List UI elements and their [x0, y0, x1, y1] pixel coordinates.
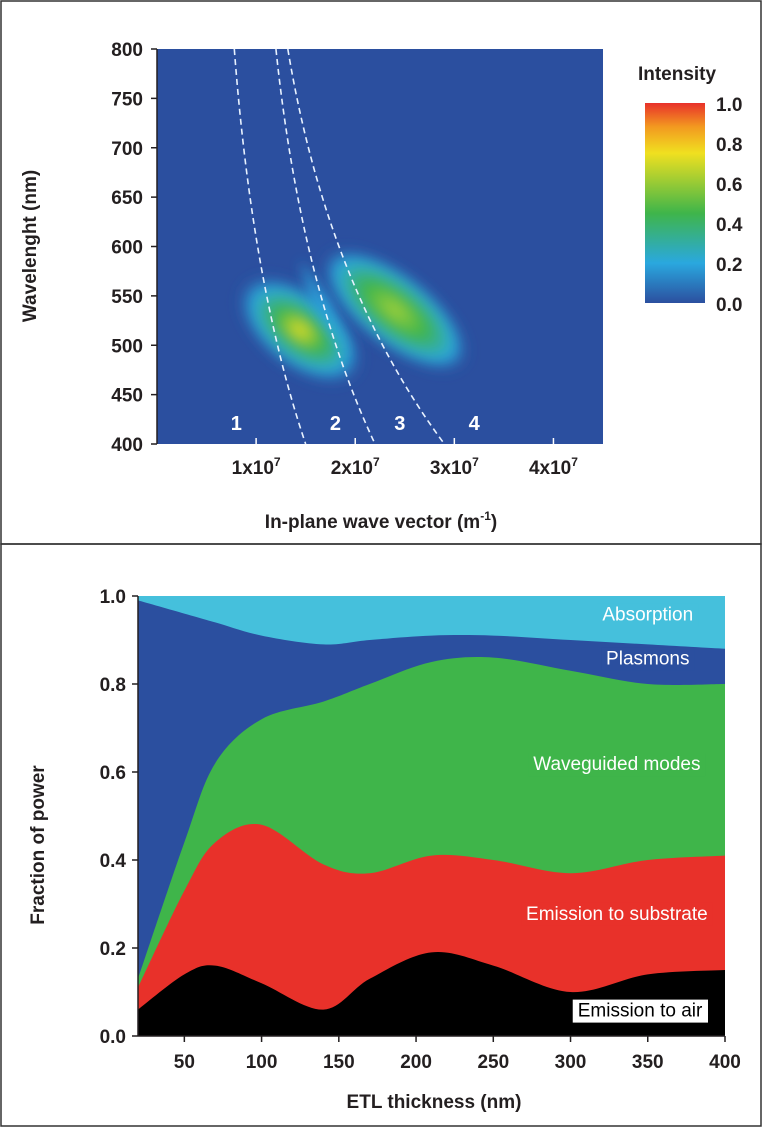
annotation-label: Emission to substrate	[526, 904, 708, 925]
area-x-tick-label: 150	[323, 1052, 355, 1073]
colorbar-tick-label: 0.4	[716, 215, 743, 236]
area-y-tick-label: 0.6	[100, 763, 126, 784]
heatmap-background	[157, 49, 603, 444]
heatmap-y-tick-label: 600	[111, 238, 143, 259]
colorbar-title: Intensity	[638, 64, 717, 85]
area-annotations: Absorption Plasmons Waveguided modes Emissi…	[521, 603, 713, 1023]
heatmap-x-tick-label: 3x107	[430, 455, 479, 479]
heatmap-axes: 400 450 500 550 600 650 700 750 800 1x107 2x107 3x1…	[111, 40, 578, 479]
annotation-label: Emission to air	[578, 1001, 703, 1022]
heatmap-y-axis-label: Wavelenght (nm)	[20, 170, 41, 322]
heatmap-x-tick-label: 4x107	[529, 455, 578, 479]
region-label: 3	[394, 413, 405, 435]
annotation-label: Absorption	[602, 605, 693, 626]
dispersion-line	[233, 48, 307, 445]
colorbar-ticks: 0.0 0.2 0.4 0.6 0.8 1.0	[716, 95, 743, 316]
area-y-tick-label: 0.4	[100, 851, 127, 872]
bottom-panel-frame	[0, 543, 762, 1127]
area-emission-to-substrate	[138, 824, 725, 1036]
dispersion-line	[275, 48, 376, 445]
heatmap-y-tick-label: 550	[111, 287, 143, 308]
heatmap-y-tick-label: 800	[111, 40, 143, 61]
annotation-background	[597, 603, 699, 627]
dispersion-lines	[233, 48, 446, 445]
area-x-tick-label: 350	[632, 1052, 664, 1073]
area-axes: 0.0 0.2 0.4 0.6 0.8 1.0 50 100 150 200 250 300 350 40…	[100, 587, 741, 1073]
heatmap-x-tick-label: 1x107	[232, 455, 281, 479]
annotation-emission-to-substrate: Emission to substrate	[521, 902, 713, 926]
intensity-blob-upper	[320, 247, 470, 373]
annotation-plasmons: Plasmons	[601, 647, 695, 671]
annotation-background	[521, 902, 713, 926]
annotation-background	[601, 647, 695, 671]
area-x-tick-label: 250	[477, 1052, 509, 1073]
annotation-background	[528, 753, 706, 777]
heatmap-y-tick-label: 700	[111, 139, 143, 160]
heatmap-y-tick-label: 500	[111, 336, 143, 357]
annotation-absorption: Absorption	[597, 603, 699, 627]
heatmap-x-tick-label: 2x107	[331, 455, 380, 479]
area-x-axis-label: ETL thickness (nm)	[347, 1092, 522, 1113]
heatmap-y-tick-label: 450	[111, 386, 143, 407]
colorbar-tick-label: 0.0	[716, 295, 742, 316]
area-x-tick-label: 200	[400, 1052, 432, 1073]
region-label: 4	[469, 413, 481, 435]
colorbar: Intensity 0.0 0.2 0.4 0.6 0.8 1.0	[638, 64, 743, 316]
area-x-tick-label: 300	[555, 1052, 587, 1073]
area-x-tick-label: 400	[709, 1052, 741, 1073]
heatmap-y-tick-label: 400	[111, 435, 143, 456]
colorbar-gradient	[645, 103, 705, 303]
annotation-waveguided-modes: Waveguided modes	[528, 753, 706, 777]
annotation-label: Waveguided modes	[533, 754, 700, 775]
annotation-background	[572, 999, 709, 1023]
colorbar-tick-label: 1.0	[716, 95, 742, 116]
annotation-emission-to-air: Emission to air	[572, 999, 709, 1023]
area-y-axis-label: Fraction of power	[28, 765, 49, 925]
region-labels: 1 2 3 4	[231, 413, 481, 435]
area-y-tick-label: 0.8	[100, 675, 126, 696]
area-x-tick-label: 100	[246, 1052, 278, 1073]
power-fraction-area-chart	[138, 596, 725, 1036]
colorbar-tick-label: 0.8	[716, 135, 742, 156]
heatmap-x-axis-label: In-plane wave vector (m-1)	[265, 509, 497, 533]
area-y-tick-label: 0.2	[100, 939, 126, 960]
heatmap-y-tick-label: 750	[111, 89, 143, 110]
colorbar-tick-label: 0.2	[716, 255, 742, 276]
colorbar-tick-label: 0.6	[716, 175, 742, 196]
heatmap-y-tick-label: 650	[111, 188, 143, 209]
dispersion-line	[287, 48, 446, 445]
region-label: 2	[330, 413, 341, 435]
region-label: 1	[231, 413, 242, 435]
area-x-tick-label: 50	[174, 1052, 195, 1073]
dispersion-heatmap: 1 2 3 4	[157, 48, 603, 445]
area-y-tick-label: 0.0	[100, 1027, 126, 1048]
area-y-tick-label: 1.0	[100, 587, 126, 608]
annotation-label: Plasmons	[606, 649, 689, 670]
